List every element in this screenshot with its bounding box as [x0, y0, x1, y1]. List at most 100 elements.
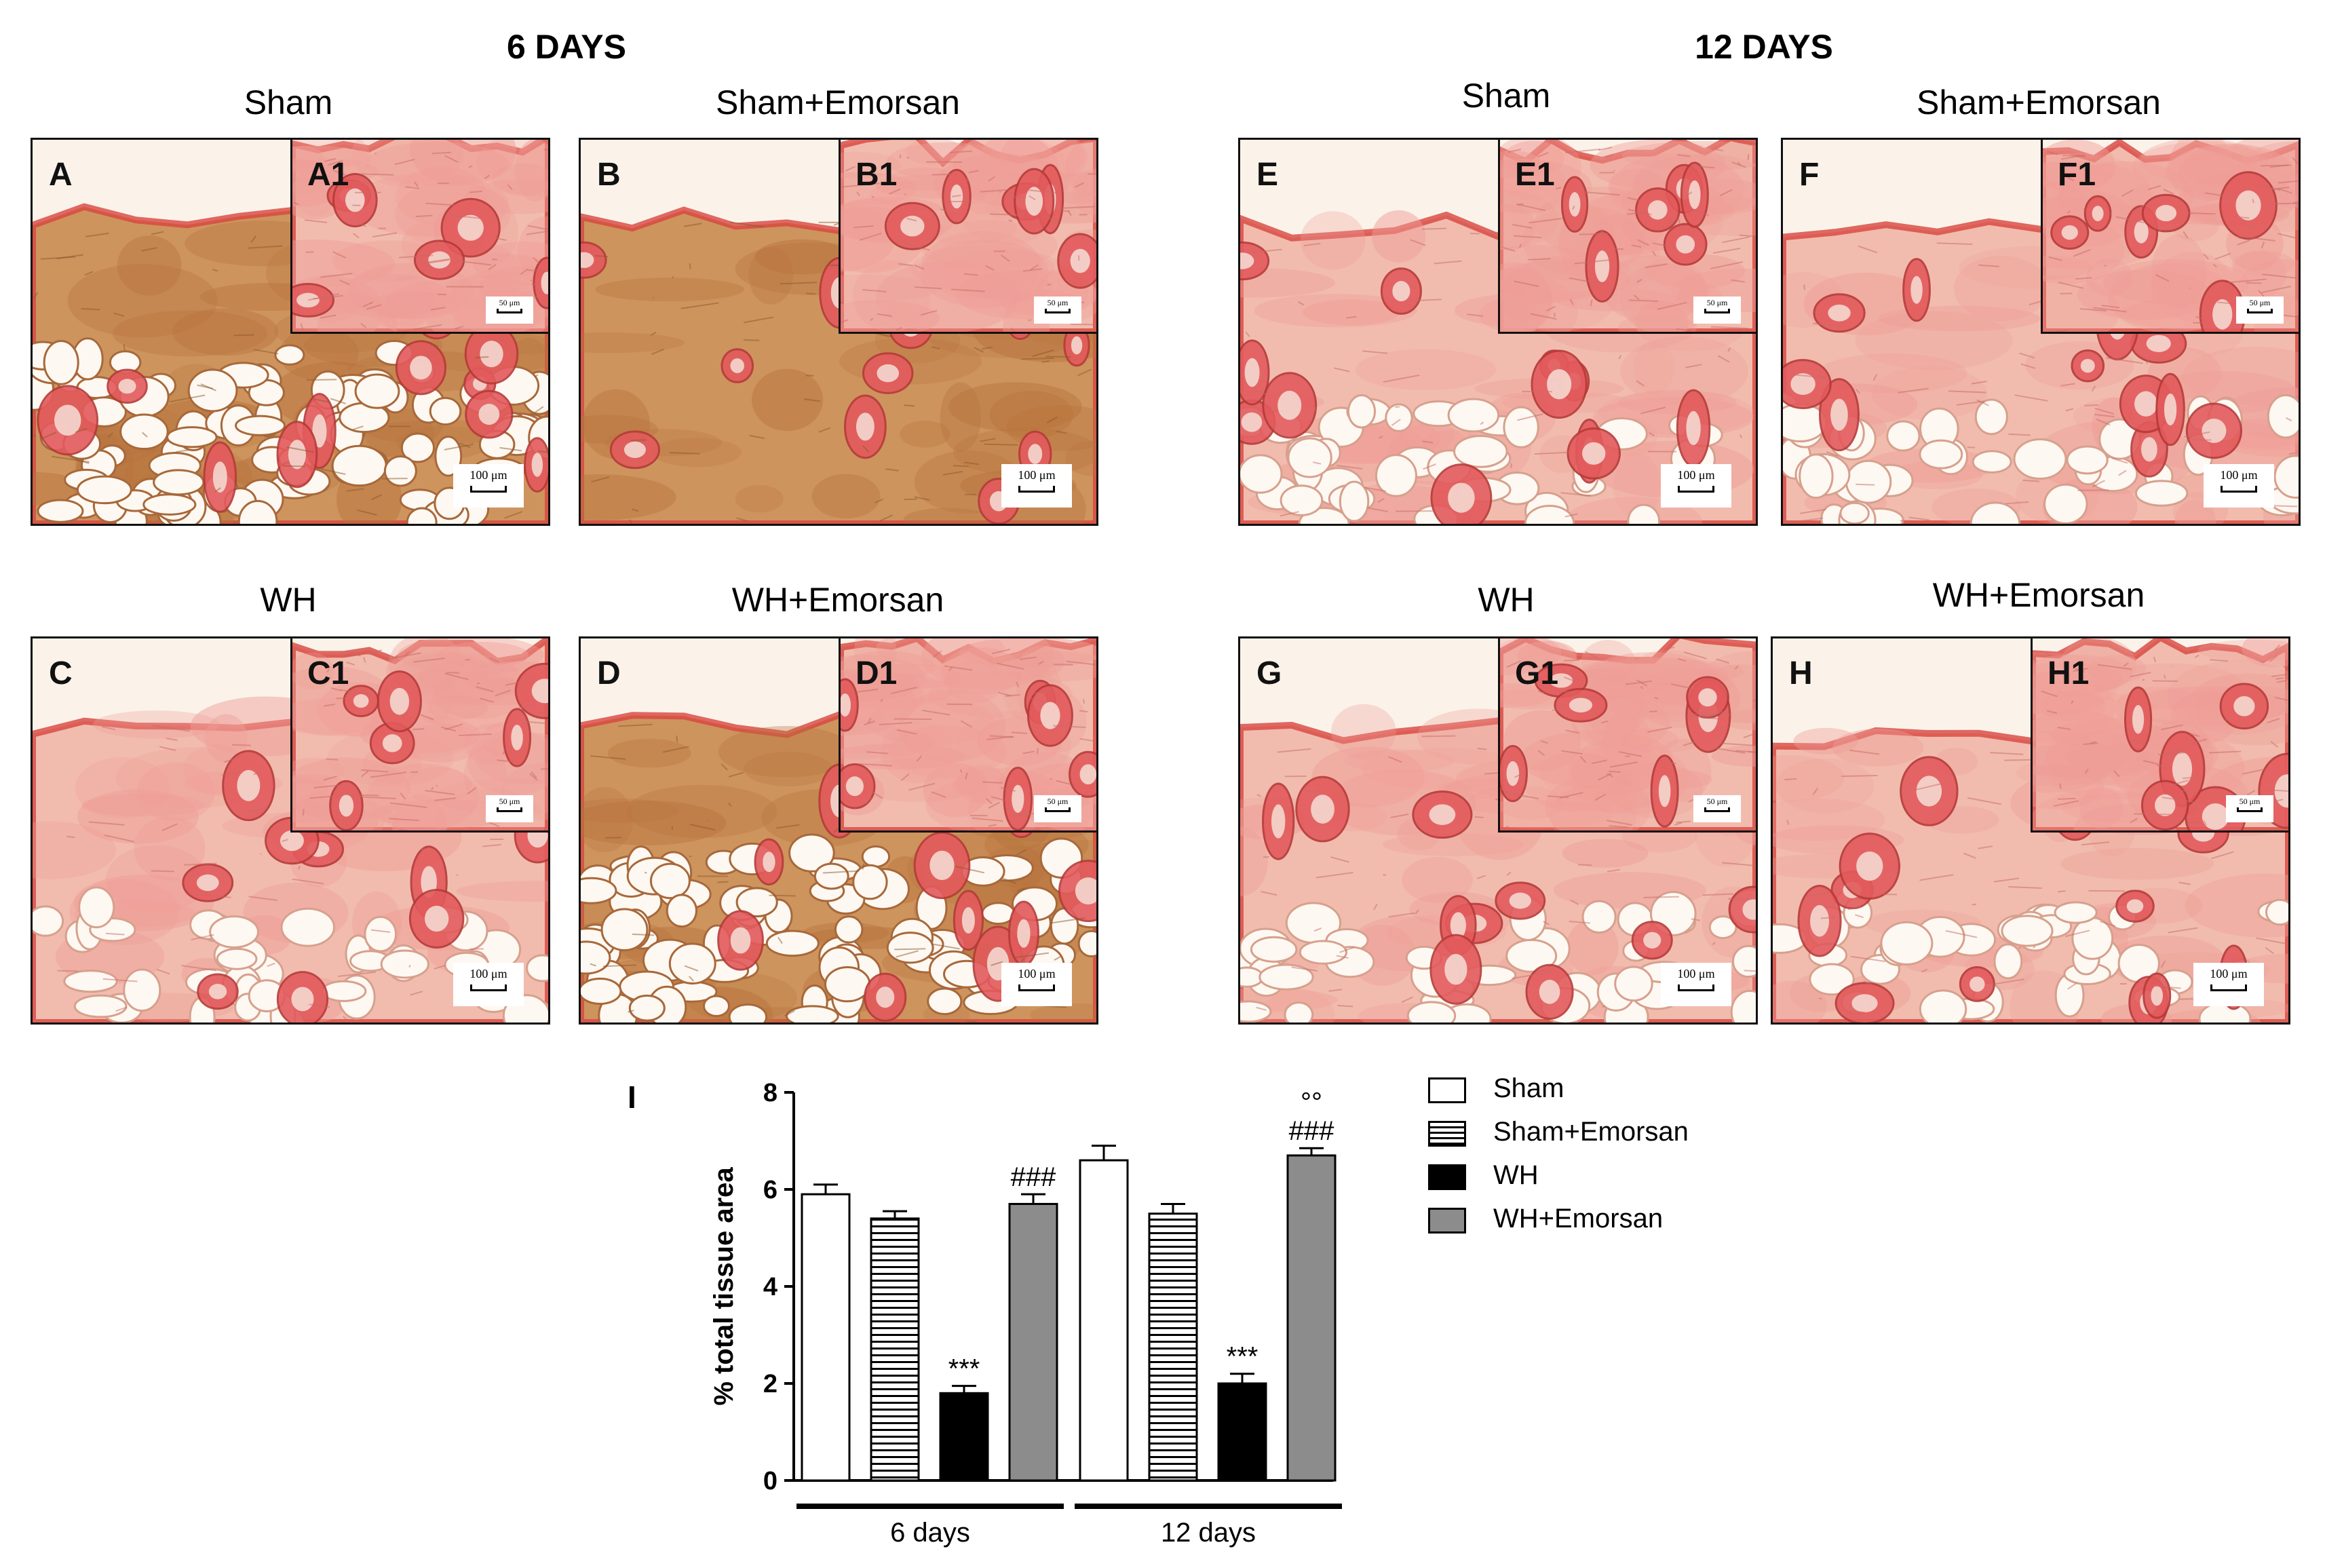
y-tick-label: 4: [763, 1273, 777, 1301]
group-title-6-days: 6 DAYS: [506, 28, 627, 66]
bar: [1286, 1154, 1337, 1482]
panel-letter-f: F: [1799, 157, 1820, 193]
significance-annotation: ***: [948, 1354, 980, 1384]
group-label: 6 days: [890, 1518, 970, 1548]
scale-bar-inset-e1: 50 μm: [1693, 297, 1741, 324]
tissue-image: [1500, 638, 1756, 830]
scale-bar-label: 50 μm: [2239, 797, 2261, 806]
inset-letter-f1: F1: [2058, 157, 2096, 193]
micrograph-c: C1 50 μm C 100 μm: [31, 636, 550, 1025]
scale-bar-label: 100 μm: [2220, 468, 2258, 482]
bar: [1148, 1212, 1198, 1482]
scale-bar-g: 100 μm: [1661, 963, 1731, 1006]
tissue-image: [292, 638, 548, 830]
bar: [1008, 1202, 1058, 1482]
panel-letter-b: B: [597, 157, 621, 193]
significance-annotation: ###: [1011, 1162, 1056, 1192]
inset-letter-e1: E1: [1515, 157, 1555, 193]
scale-bar-c: 100 μm: [453, 963, 524, 1006]
legend-label: Sham: [1493, 1073, 1564, 1103]
chart-panel-letter: I: [628, 1079, 636, 1115]
group-title-12-days: 12 DAYS: [1695, 28, 1833, 66]
scale-bar-label: 50 μm: [2249, 298, 2271, 307]
scale-bar-label: 50 μm: [1706, 797, 1728, 806]
inset-letter-a1: A1: [307, 157, 349, 193]
y-tick-label: 2: [763, 1370, 777, 1398]
y-tick-label: 6: [763, 1176, 777, 1204]
inset-b1: B1 50 μm: [839, 140, 1096, 334]
scale-bar-label: 100 μm: [469, 468, 507, 482]
panel-label-c: WH: [260, 581, 317, 619]
panel-label-a: Sham: [244, 83, 333, 121]
panel-letter-h: H: [1789, 655, 1813, 691]
panel-letter-a: A: [49, 157, 73, 193]
inset-g1: G1 50 μm: [1498, 638, 1756, 833]
scale-bar-label: 100 μm: [1677, 967, 1715, 980]
y-axis-label: % total tissue area: [709, 1167, 739, 1406]
panel-letter-g: G: [1256, 655, 1282, 691]
scale-bar-label: 50 μm: [1706, 298, 1728, 307]
scale-bar-inset-a1: 50 μm: [486, 297, 533, 324]
micrograph-f: F1 50 μm F 100 μm: [1781, 138, 2301, 526]
bar: [939, 1392, 989, 1482]
scale-bar-label: 100 μm: [2210, 967, 2248, 980]
scale-bar-inset-d1: 50 μm: [1034, 795, 1081, 822]
panel-label-h: WH+Emorsan: [1932, 576, 2145, 614]
scale-bar-inset-h1: 50 μm: [2226, 795, 2273, 822]
scale-bar-label: 100 μm: [1018, 468, 1056, 482]
inset-c1: C1 50 μm: [290, 638, 548, 833]
panel-label-d: WH+Emorsan: [731, 581, 944, 619]
panel-letter-e: E: [1256, 157, 1279, 193]
y-tick-label: 0: [763, 1467, 777, 1495]
legend-swatch: [1428, 1164, 1466, 1190]
significance-annotation: ***: [1227, 1342, 1258, 1372]
scale-bar-b: 100 μm: [1001, 464, 1072, 508]
scale-bar-d: 100 μm: [1001, 963, 1072, 1006]
panel-label-e: Sham: [1461, 77, 1551, 115]
significance-annotation: ###: [1289, 1116, 1334, 1146]
tissue-image: [841, 140, 1096, 332]
scale-bar-label: 100 μm: [1018, 967, 1056, 980]
legend-swatch: [1428, 1121, 1466, 1147]
panel-letter-d: D: [597, 655, 621, 691]
scale-bar-label: 50 μm: [499, 298, 520, 307]
scale-bar-inset-c1: 50 μm: [486, 795, 533, 822]
tissue-image: [2033, 638, 2288, 830]
micrograph-d: D1 50 μm D 100 μm: [579, 636, 1098, 1025]
scale-bar-inset-b1: 50 μm: [1034, 297, 1081, 324]
scale-bar-label: 50 μm: [499, 797, 520, 806]
inset-h1: H1 50 μm: [2031, 638, 2288, 833]
inset-f1: F1 50 μm: [2041, 140, 2299, 334]
legend-swatch: [1428, 1208, 1466, 1234]
bar: [1079, 1159, 1129, 1482]
inset-e1: E1 50 μm: [1498, 140, 1756, 334]
micrograph-e: E1 50 μm E 100 μm: [1238, 138, 1758, 526]
inset-letter-b1: B1: [856, 157, 898, 193]
scale-bar-label: 100 μm: [469, 967, 507, 980]
panel-label-b: Sham+Emorsan: [716, 83, 960, 121]
micrograph-h: H1 50 μm H 100 μm: [1771, 636, 2290, 1025]
inset-letter-d1: D1: [856, 655, 898, 691]
legend-label: Sham+Emorsan: [1493, 1117, 1689, 1147]
panel-letter-c: C: [49, 655, 73, 691]
micrograph-a: A1 50 μm A 100 μm: [31, 138, 550, 526]
bar: [801, 1193, 851, 1482]
micrograph-g: G1 50 μm G 100 μm: [1238, 636, 1758, 1025]
inset-letter-c1: C1: [307, 655, 349, 691]
panel-label-f: Sham+Emorsan: [1917, 83, 2161, 121]
inset-d1: D1 50 μm: [839, 638, 1096, 833]
scale-bar-f: 100 μm: [2204, 464, 2274, 508]
inset-letter-h1: H1: [2048, 655, 2090, 691]
bar-chart: 0 2 4 6 8 % total tissue area 6 days 12 days ***…: [709, 1079, 1342, 1548]
legend-swatch: [1428, 1077, 1466, 1103]
scale-bar-label: 50 μm: [1047, 298, 1069, 307]
scale-bar-h: 100 μm: [2193, 963, 2264, 1006]
significance-annotation: °°: [1301, 1088, 1322, 1117]
tissue-image: [1500, 140, 1756, 332]
bar: [870, 1217, 920, 1482]
y-tick-label: 8: [763, 1079, 777, 1107]
bar: [1217, 1382, 1267, 1482]
scale-bar-e: 100 μm: [1661, 464, 1731, 508]
inset-a1: A1 50 μm: [290, 140, 548, 334]
micrograph-b: B1 50 μm B 100 μm: [579, 138, 1098, 526]
